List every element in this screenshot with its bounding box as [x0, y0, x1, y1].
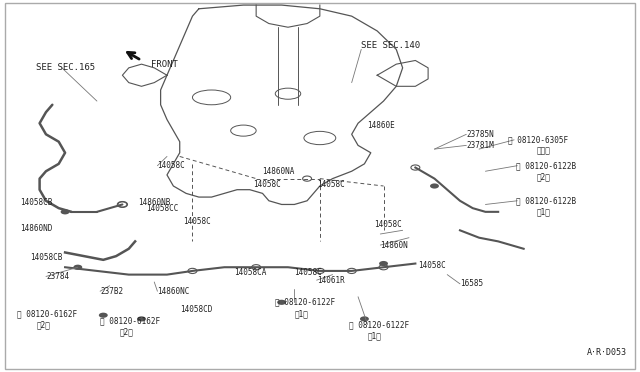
Text: 14860N: 14860N [380, 241, 408, 250]
Text: Ⓑ 08120-6122B: Ⓑ 08120-6122B [516, 196, 576, 205]
Circle shape [99, 312, 108, 318]
Text: 16585: 16585 [460, 279, 483, 288]
Circle shape [379, 261, 388, 266]
Text: （1）: （1） [294, 309, 308, 318]
Text: A·R·D053: A·R·D053 [588, 348, 627, 357]
Text: 23784: 23784 [46, 272, 69, 281]
Text: 23785N: 23785N [467, 130, 494, 139]
Text: 14058C: 14058C [317, 180, 344, 189]
Circle shape [360, 316, 369, 321]
Text: 14860E: 14860E [367, 121, 396, 129]
Text: 14058CA: 14058CA [234, 268, 266, 277]
Text: 14860ND: 14860ND [20, 224, 53, 233]
Text: FRONT: FRONT [151, 60, 178, 69]
Text: 237B2: 237B2 [100, 287, 124, 296]
Text: 14860NA: 14860NA [262, 167, 295, 176]
Text: SEE SEC.140: SEE SEC.140 [361, 41, 420, 50]
Text: 14058C: 14058C [374, 220, 402, 229]
Text: 14058C: 14058C [183, 217, 211, 225]
Text: 14058CD: 14058CD [180, 305, 212, 314]
Circle shape [61, 209, 70, 214]
Text: （2）: （2） [119, 327, 133, 336]
Circle shape [277, 300, 286, 305]
Text: 14058C: 14058C [419, 261, 446, 270]
Text: SEE SEC.165: SEE SEC.165 [36, 63, 95, 72]
Text: 14058CB: 14058CB [20, 198, 53, 207]
Circle shape [137, 316, 146, 321]
Text: 14058CB: 14058CB [30, 253, 63, 263]
Text: 14860NC: 14860NC [157, 287, 190, 296]
Text: 14058CC: 14058CC [147, 203, 179, 213]
Text: 23781M: 23781M [467, 141, 494, 150]
Text: （1）: （1） [367, 331, 381, 340]
Text: 14860NB: 14860NB [138, 198, 171, 207]
Text: 14061R: 14061R [317, 276, 344, 285]
Text: 14058C: 14058C [253, 180, 281, 189]
Text: Ⓑ 08120-6162F: Ⓑ 08120-6162F [100, 316, 160, 325]
Text: Ⓑ 08120-6162F: Ⓑ 08120-6162F [17, 309, 77, 318]
Text: Ⓑ 08120-6305F: Ⓑ 08120-6305F [508, 135, 568, 144]
Text: Ⓑ 08120-6122F: Ⓑ 08120-6122F [275, 298, 335, 307]
Text: Ⓑ 08120-6122F: Ⓑ 08120-6122F [349, 320, 408, 329]
Text: Ⓑ 08120-6122B: Ⓑ 08120-6122B [516, 161, 576, 170]
Circle shape [74, 264, 83, 270]
Text: 14058C: 14058C [157, 161, 185, 170]
Text: （1）: （1） [536, 207, 550, 217]
Text: （2）: （2） [36, 320, 51, 329]
Text: （2）: （2） [536, 172, 550, 181]
Text: 14058C: 14058C [294, 268, 322, 277]
Text: （４）: （４） [536, 147, 550, 155]
Circle shape [430, 183, 439, 189]
